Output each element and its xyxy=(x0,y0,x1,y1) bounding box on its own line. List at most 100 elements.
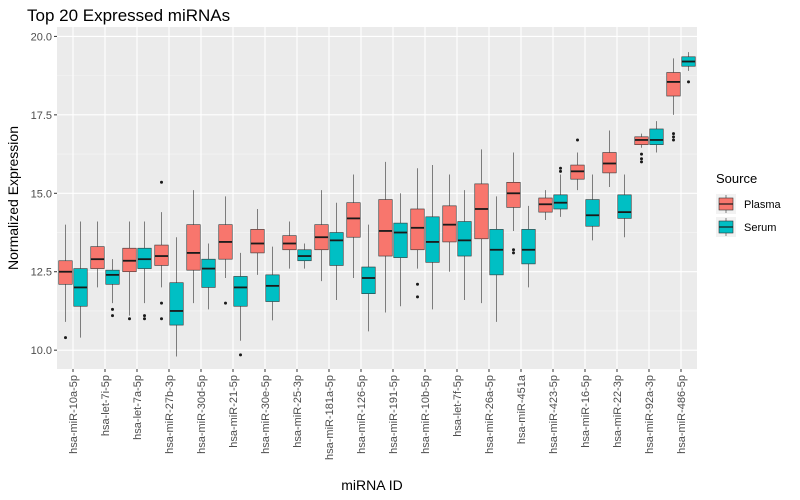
x-tick-label: hsa-miR-191-5p xyxy=(388,375,400,454)
outlier-point xyxy=(160,180,163,184)
x-tick-label: hsa-miR-92a-3p xyxy=(644,375,656,454)
box xyxy=(506,182,521,208)
boxplot-plasma xyxy=(410,168,425,299)
outlier-point xyxy=(143,317,146,321)
boxplot-plasma xyxy=(58,224,73,340)
outlier-point xyxy=(559,166,562,170)
x-tick-label: hsa-miR-26a-5p xyxy=(484,375,496,454)
boxplot-plasma xyxy=(634,133,649,164)
box xyxy=(201,258,216,288)
x-tick-label: hsa-miR-27b-3p xyxy=(164,375,176,454)
outlier-point xyxy=(128,317,131,321)
outlier-point xyxy=(512,248,515,252)
boxplot-serum xyxy=(105,259,120,318)
box xyxy=(90,246,105,269)
box xyxy=(649,128,664,145)
boxplot-plasma xyxy=(538,190,553,220)
x-tick-label: hsa-miR-10b-5p xyxy=(420,375,432,454)
x-tick-label: hsa-miR-25-3p xyxy=(292,375,304,448)
boxplot-plasma xyxy=(666,58,681,142)
legend-title: Source xyxy=(716,171,757,186)
boxplot-serum xyxy=(521,205,536,288)
boxplot-serum xyxy=(137,221,152,321)
boxplot-serum xyxy=(681,52,696,84)
outlier-point xyxy=(687,80,690,84)
boxplot-plasma xyxy=(314,190,329,282)
outlier-point xyxy=(111,307,114,311)
box xyxy=(666,72,681,97)
boxplot-serum xyxy=(617,174,632,238)
legend: Source Plasma Serum xyxy=(716,171,782,237)
x-tick-label: hsa-miR-181a-5p xyxy=(324,375,336,460)
boxplot-serum xyxy=(553,166,568,217)
x-tick-label: hsa-miR-30d-5p xyxy=(196,375,208,454)
outlier-point xyxy=(512,251,515,255)
boxplot-plasma xyxy=(346,174,361,279)
box xyxy=(378,199,393,257)
x-axis-title: miRNA ID xyxy=(341,477,402,493)
legend-label: Plasma xyxy=(744,199,782,211)
boxplot-serum xyxy=(233,252,248,357)
boxplot-plasma xyxy=(218,196,233,305)
x-tick-label: hsa-miR-486-5p xyxy=(676,375,688,454)
box xyxy=(489,229,504,276)
outlier-point xyxy=(416,295,419,299)
box xyxy=(361,266,376,294)
boxplot-serum xyxy=(585,174,600,241)
boxplot-plasma xyxy=(602,130,617,188)
outlier-point xyxy=(672,138,675,142)
y-tick-label: 20.0 xyxy=(31,31,52,43)
boxplot-serum xyxy=(361,224,376,332)
box xyxy=(521,229,536,265)
boxplot-serum xyxy=(73,221,88,338)
x-tick-label: hsa-miR-451a xyxy=(516,374,528,444)
boxplots xyxy=(58,52,696,357)
box xyxy=(410,208,425,251)
boxplot-plasma xyxy=(506,152,521,255)
chart-title: Top 20 Expressed miRNAs xyxy=(27,6,230,25)
boxplot-serum xyxy=(297,243,312,269)
boxplot-serum xyxy=(169,237,184,357)
outlier-point xyxy=(64,336,67,340)
outlier-point xyxy=(576,138,579,142)
y-axis: 10.0 12.5 15.0 17.5 20.0 xyxy=(31,31,57,357)
boxplot-plasma xyxy=(154,180,169,321)
x-tick-label: hsa-miR-10a-5p xyxy=(68,375,80,454)
y-tick-label: 10.0 xyxy=(31,345,52,357)
legend-label: Serum xyxy=(744,222,776,234)
outlier-point xyxy=(160,317,163,321)
outlier-point xyxy=(416,282,419,286)
outlier-point xyxy=(160,301,163,305)
outlier-point xyxy=(111,314,114,318)
box xyxy=(250,229,265,254)
x-tick-label: hsa-let-7f-5p xyxy=(452,375,464,437)
outlier-point xyxy=(640,160,643,164)
box xyxy=(474,183,489,240)
boxplot-plasma xyxy=(474,149,489,304)
outlier-point xyxy=(672,135,675,139)
boxplot-plasma xyxy=(378,161,393,313)
boxplot-plasma xyxy=(282,221,297,269)
boxplot-plasma xyxy=(570,138,585,191)
plot-panel xyxy=(57,27,697,369)
box xyxy=(457,221,472,257)
gridlines xyxy=(57,27,697,369)
boxplot-plasma xyxy=(442,174,457,272)
box xyxy=(329,232,344,266)
outlier-point xyxy=(640,157,643,161)
boxplot-plasma xyxy=(122,221,137,321)
boxplot-serum xyxy=(265,246,280,321)
boxplot-serum xyxy=(329,202,344,300)
outlier-point xyxy=(559,169,562,173)
y-axis-title: Normalized Expression xyxy=(5,126,21,270)
box xyxy=(265,274,280,302)
x-axis: hsa-miR-10a-5p hsa-let-7i-5p hsa-let-7a-5p… xyxy=(68,369,688,460)
x-tick-label: hsa-miR-423-5p xyxy=(548,375,560,454)
y-tick-label: 15.0 xyxy=(31,188,52,200)
x-tick-label: hsa-miR-30e-5p xyxy=(260,375,272,454)
outlier-point xyxy=(143,314,146,318)
x-tick-label: hsa-miR-22-3p xyxy=(612,375,624,448)
boxplot-serum xyxy=(649,121,664,153)
outlier-point xyxy=(672,132,675,136)
